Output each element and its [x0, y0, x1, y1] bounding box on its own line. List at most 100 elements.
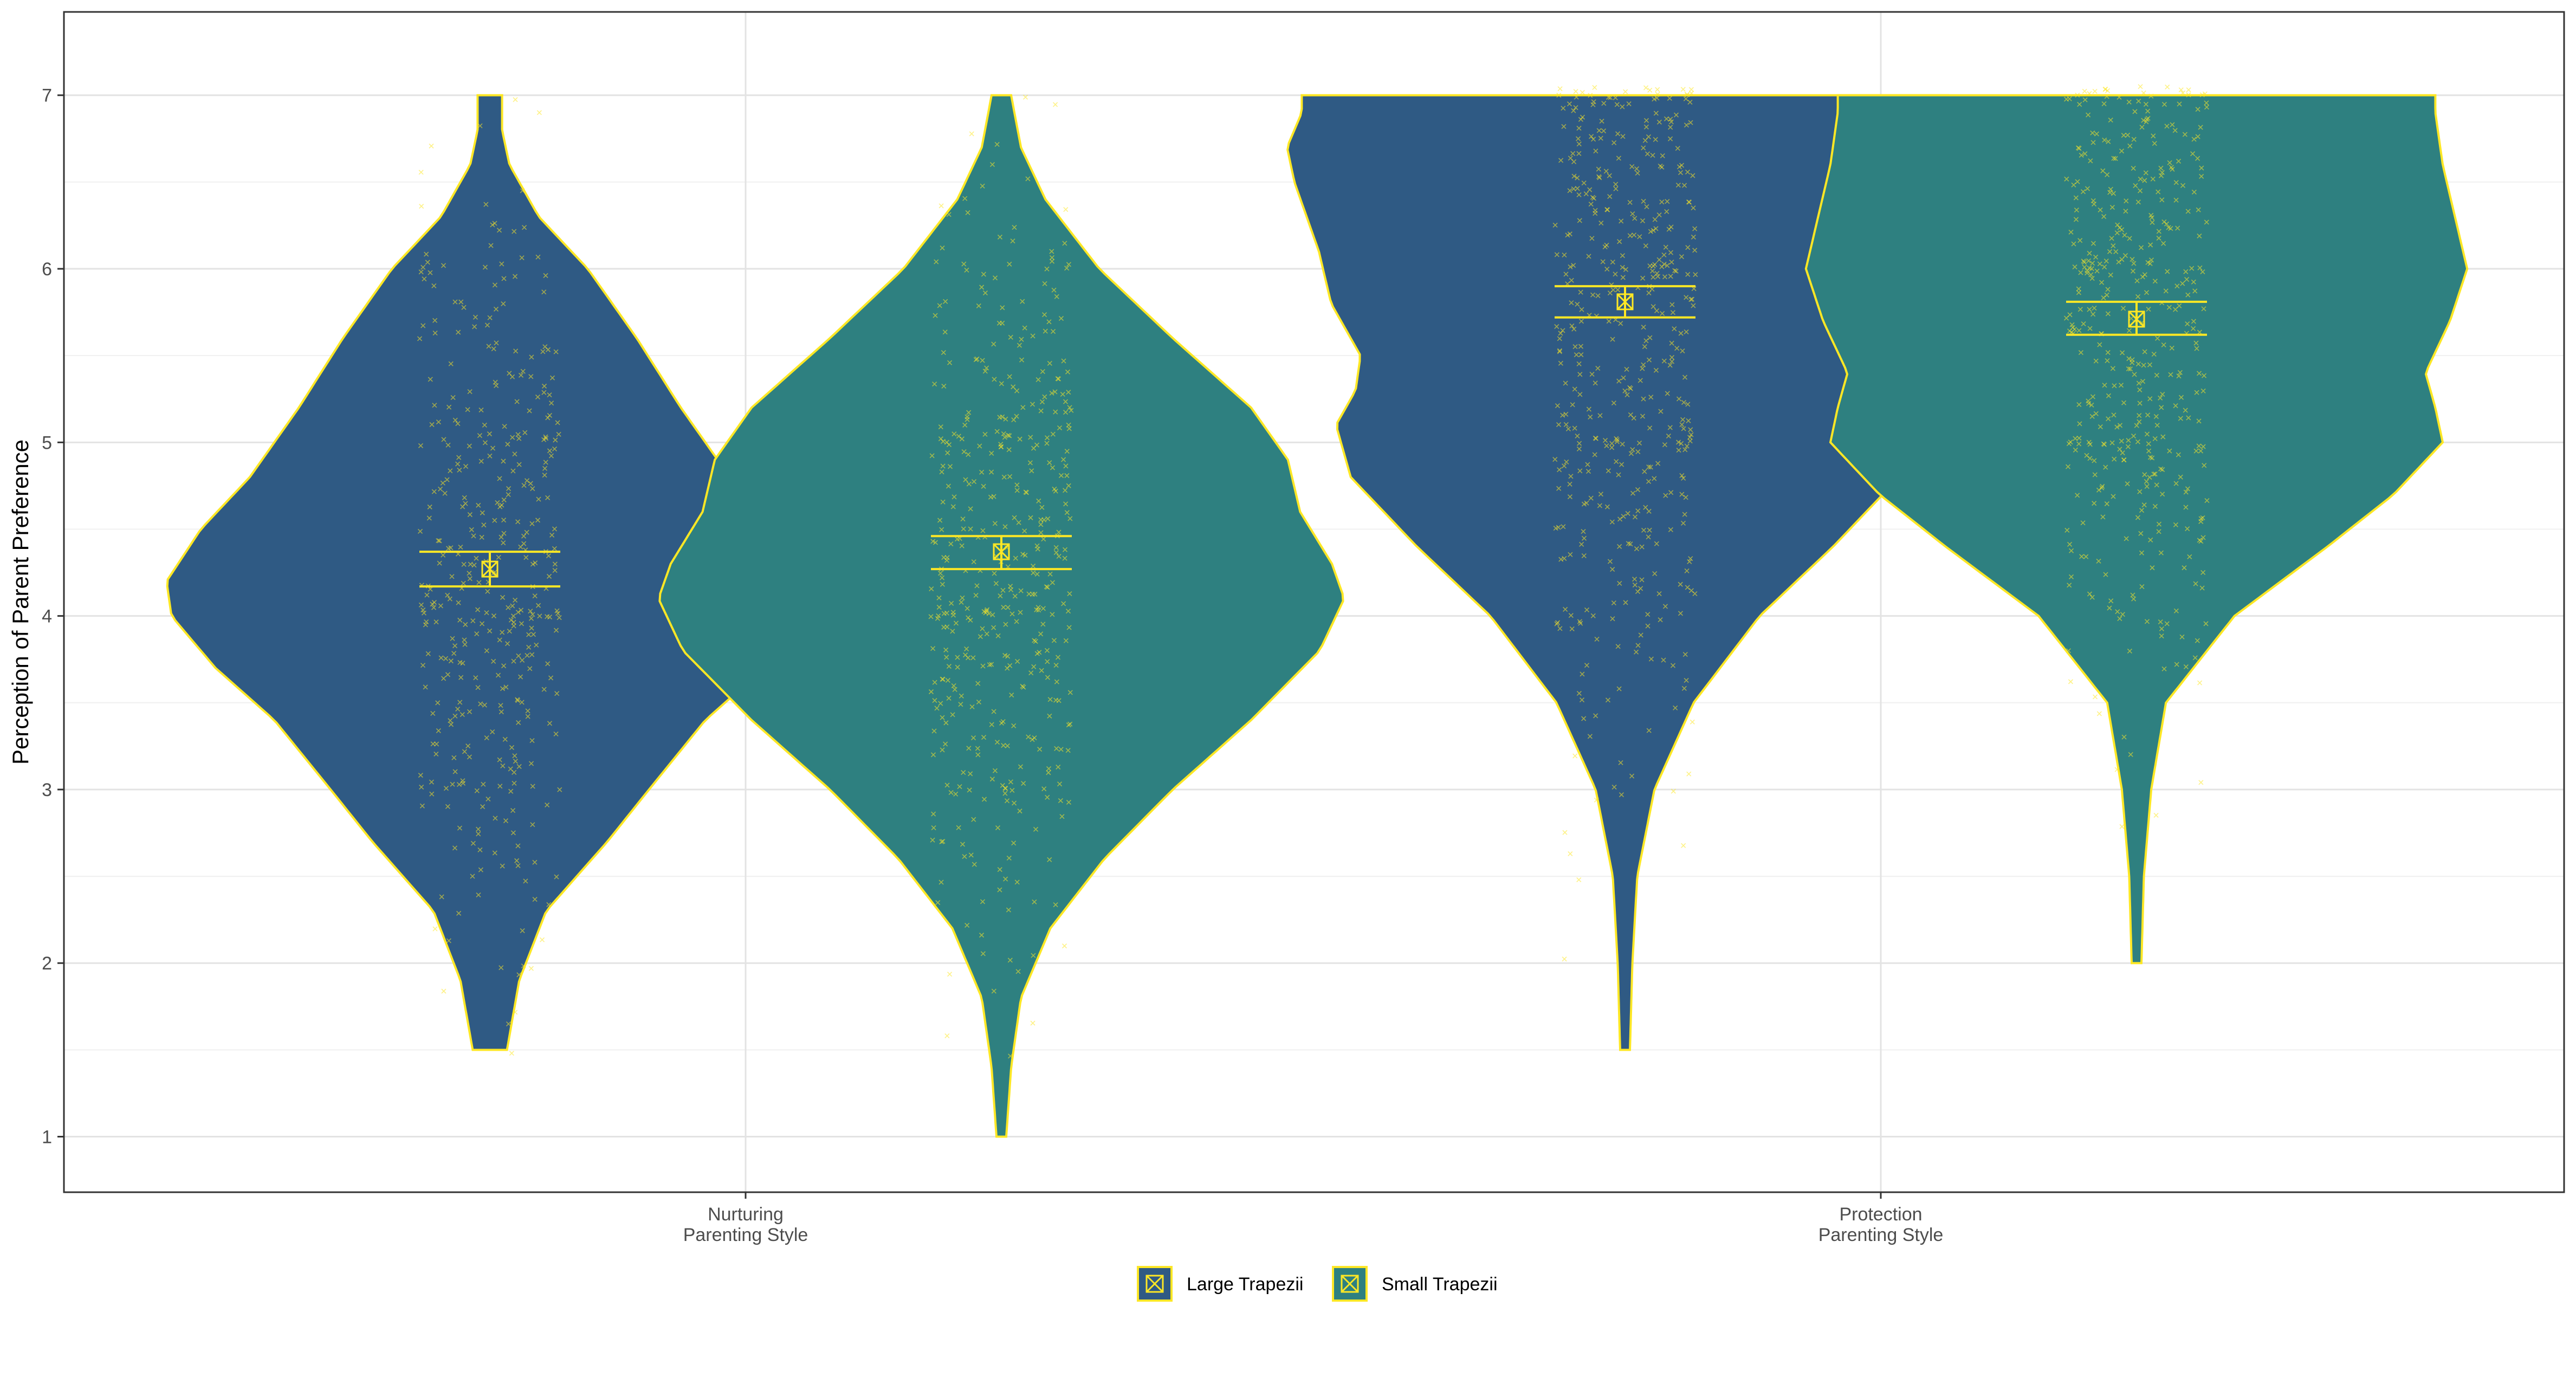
data-point: [1585, 462, 1590, 467]
data-point: [1062, 241, 1067, 246]
data-point: [1651, 228, 1656, 233]
data-point: [2147, 475, 2152, 480]
data-point: [1592, 452, 1597, 457]
data-point: [479, 534, 484, 540]
data-point: [1678, 581, 1683, 587]
data-point: [1611, 600, 1616, 606]
data-point: [987, 662, 992, 668]
data-point: [529, 521, 535, 526]
data-point: [1652, 96, 1657, 102]
data-point: [452, 845, 458, 851]
data-point: [420, 264, 426, 270]
data-point: [1039, 668, 1044, 673]
data-point: [941, 611, 947, 616]
data-point: [1685, 245, 1691, 250]
data-point: [1041, 312, 1047, 318]
data-point: [473, 314, 478, 320]
data-point: [2110, 366, 2115, 371]
data-point: [431, 283, 437, 288]
data-point: [2139, 584, 2145, 590]
data-point: [460, 778, 465, 784]
data-point: [966, 481, 972, 487]
data-point: [444, 477, 450, 482]
data-point: [1670, 663, 1676, 668]
data-point: [2125, 132, 2131, 138]
data-point: [1640, 413, 1646, 419]
data-point: [1674, 346, 1680, 351]
data-point: [484, 648, 489, 654]
data-point: [946, 483, 951, 489]
data-point: [1684, 329, 1689, 334]
data-point: [2151, 352, 2157, 357]
data-point: [506, 492, 511, 497]
data-point: [2165, 269, 2170, 274]
mean-marker: [481, 560, 499, 578]
data-point: [1613, 186, 1619, 191]
data-point: [1000, 305, 1005, 311]
data-point: [493, 306, 499, 312]
data-point: [1012, 593, 1018, 599]
data-point: [1688, 87, 1694, 92]
data-point: [1576, 125, 1582, 131]
data-point: [445, 672, 451, 677]
data-point: [1616, 686, 1622, 691]
data-point: [518, 372, 524, 378]
data-point: [1632, 514, 1638, 520]
data-point: [2174, 283, 2180, 289]
data-point: [1010, 238, 1015, 244]
data-point: [1656, 119, 1662, 125]
violin-shape: [1804, 94, 2469, 965]
data-point: [553, 437, 558, 443]
data-point: [1066, 625, 1072, 630]
data-point: [1025, 176, 1031, 182]
data-point: [2137, 387, 2143, 392]
data-point: [2087, 442, 2093, 447]
data-point: [2068, 548, 2074, 553]
data-point: [2075, 93, 2080, 98]
data-point: [512, 229, 517, 234]
data-point: [2092, 306, 2097, 311]
data-point: [501, 540, 506, 546]
data-point: [504, 641, 510, 647]
data-point: [448, 468, 453, 474]
data-point: [980, 626, 985, 631]
data-point: [1669, 340, 1674, 346]
data-point: [455, 706, 461, 712]
data-point: [2092, 88, 2098, 94]
data-point: [473, 675, 478, 681]
data-point: [985, 607, 990, 612]
data-point: [1020, 552, 1026, 557]
data-point: [1557, 626, 1563, 631]
data-point: [997, 867, 1002, 872]
data-point: [2094, 268, 2100, 274]
data-point: [2112, 383, 2117, 389]
data-point: [447, 596, 452, 602]
data-point: [1623, 89, 1628, 94]
data-point: [2201, 373, 2207, 378]
data-point: [2179, 634, 2185, 639]
data-point: [1014, 880, 1020, 885]
data-point: [2156, 521, 2162, 527]
data-point: [1034, 442, 1040, 448]
panel-border: [63, 11, 2565, 1193]
data-point: [428, 586, 433, 592]
data-point: [982, 290, 988, 296]
data-point: [1689, 296, 1695, 302]
data-point: [973, 592, 979, 598]
data-point: [2068, 229, 2074, 235]
data-point: [970, 735, 976, 741]
data-point: [2177, 303, 2182, 308]
data-point: [1668, 125, 1673, 130]
data-point: [2080, 189, 2086, 195]
data-point: [1058, 747, 1064, 752]
data-point: [2100, 514, 2106, 520]
data-point: [1593, 148, 1598, 154]
data-point: [2128, 752, 2133, 757]
data-point: [1578, 117, 1583, 122]
data-point: [984, 365, 989, 371]
data-point: [2198, 448, 2204, 454]
data-point: [516, 436, 522, 441]
data-point: [2196, 207, 2201, 212]
data-point: [1656, 212, 1662, 218]
data-point: [1652, 571, 1658, 577]
